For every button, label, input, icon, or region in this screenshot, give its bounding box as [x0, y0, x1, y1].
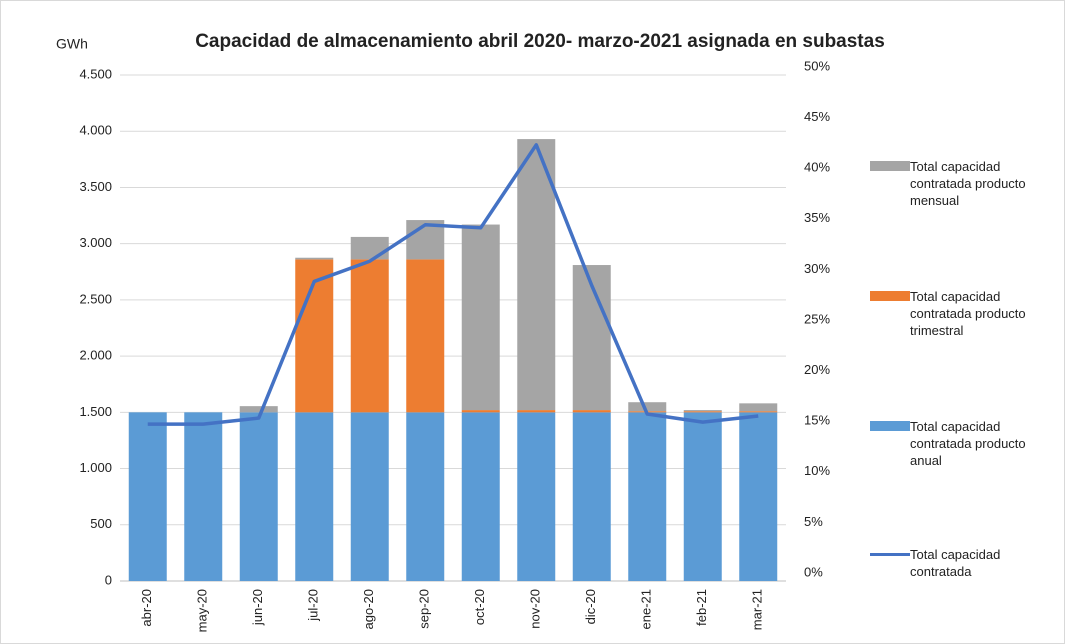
y2-tick-label: 20% — [804, 362, 830, 377]
x-tick-label: may-20 — [195, 589, 210, 632]
bar — [350, 259, 389, 413]
x-tick-label: ene-21 — [639, 589, 654, 629]
bar — [739, 411, 778, 413]
bar — [739, 412, 778, 581]
y2-tick-label: 50% — [804, 58, 830, 73]
y2-tick-label: 0% — [804, 564, 823, 579]
bar — [517, 139, 556, 411]
y-tick-label: 4.500 — [79, 66, 112, 81]
x-tick-label: ago-20 — [361, 589, 376, 629]
x-tick-label: jun-20 — [250, 589, 265, 626]
legend-swatch — [870, 161, 910, 171]
bar — [572, 410, 611, 413]
bar — [739, 403, 778, 412]
bar — [184, 412, 223, 581]
legend-swatch — [870, 553, 910, 556]
y2-tick-label: 45% — [804, 109, 830, 124]
bar — [128, 412, 167, 581]
bar — [406, 412, 445, 581]
bar — [461, 224, 500, 411]
legend-entry: Total capacidad contratada producto trim… — [870, 288, 1060, 339]
y-tick-label: 1.500 — [79, 404, 112, 419]
legend-entry: Total capacidad contratada producto anua… — [870, 418, 1060, 469]
legend-label: Total capacidad contratada producto mens… — [910, 159, 1026, 208]
bar — [406, 259, 445, 413]
y2-tick-label: 35% — [804, 210, 830, 225]
y-tick-label: 2.500 — [79, 291, 112, 306]
y2-tick-label: 15% — [804, 413, 830, 428]
bar — [295, 412, 334, 581]
x-tick-label: jul-20 — [306, 589, 321, 622]
bar — [517, 410, 556, 413]
legend-entry: Total capacidad contratada — [870, 546, 1060, 580]
x-tick-label: nov-20 — [528, 589, 543, 629]
legend-entry: Total capacidad contratada producto mens… — [870, 158, 1060, 209]
x-tick-label: mar-21 — [750, 589, 765, 630]
legend-label: Total capacidad contratada producto anua… — [910, 419, 1026, 468]
bar — [350, 236, 389, 260]
y-tick-label: 3.000 — [79, 235, 112, 250]
y-tick-label: 3.500 — [79, 179, 112, 194]
y-axis-label: GWh — [56, 36, 88, 52]
bar — [239, 412, 278, 581]
bar — [517, 412, 556, 581]
bar — [683, 410, 722, 412]
bar — [572, 412, 611, 581]
legend-swatch — [870, 291, 910, 301]
x-tick-label: oct-20 — [472, 589, 487, 625]
chart-title: Capacidad de almacenamiento abril 2020- … — [195, 31, 885, 52]
y-tick-label: 500 — [90, 516, 112, 531]
x-tick-label: feb-21 — [694, 589, 709, 626]
line — [147, 143, 759, 426]
legend-label: Total capacidad contratada producto trim… — [910, 289, 1026, 338]
legend-label: Total capacidad contratada — [910, 547, 1001, 579]
y2-tick-label: 25% — [804, 311, 830, 326]
bar — [461, 412, 500, 581]
bar — [628, 402, 667, 412]
y-tick-label: 2.000 — [79, 348, 112, 363]
bar — [683, 411, 722, 413]
y2-tick-label: 30% — [804, 261, 830, 276]
bar — [295, 257, 334, 260]
bar — [461, 410, 500, 413]
y-tick-label: 1.000 — [79, 460, 112, 475]
bar — [350, 412, 389, 581]
x-tick-label: dic-20 — [583, 589, 598, 624]
y-tick-label: 0 — [105, 572, 112, 587]
legend-swatch — [870, 421, 910, 431]
x-tick-label: sep-20 — [417, 589, 432, 629]
bar — [239, 406, 278, 413]
y2-tick-label: 10% — [804, 463, 830, 478]
x-tick-label: abr-20 — [139, 589, 154, 627]
bar — [628, 412, 667, 581]
y-tick-label: 4.000 — [79, 123, 112, 138]
y2-tick-label: 5% — [804, 514, 823, 529]
bar — [683, 412, 722, 581]
y2-tick-label: 40% — [804, 160, 830, 175]
